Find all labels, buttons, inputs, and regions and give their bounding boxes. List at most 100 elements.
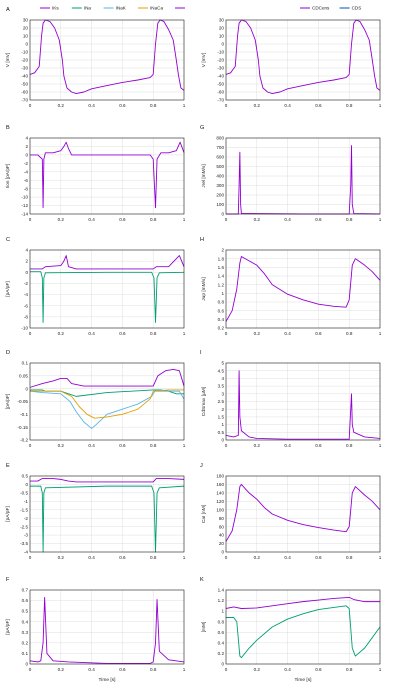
y-tick-label: 10	[23, 34, 29, 39]
x-tick-label: 0.8	[150, 443, 157, 448]
y-tick-label: -60	[217, 90, 224, 95]
y-tick-label: 0.05	[19, 373, 28, 378]
x-tick-label: 1	[183, 103, 186, 108]
legend-label: INa	[84, 6, 92, 11]
y-tick-label: -20	[217, 58, 224, 63]
x-axis-label: Time [s]	[99, 677, 116, 683]
y-tick-label: 1.5	[218, 415, 225, 420]
x-tick-label: 0.8	[150, 555, 157, 560]
series-line-1	[225, 256, 381, 322]
y-tick-label: 2	[221, 407, 224, 412]
x-tick-label: 0.8	[346, 555, 353, 560]
panel-i: 0 0.5 1 1.5 2 2.5 3 3.5 4 4.5 5 0 0.2 0.4 0.6 0.8 1 CdSma…	[200, 350, 382, 448]
y-tick-label: 700	[216, 145, 224, 150]
y-tick-label: 0.2	[218, 326, 225, 331]
x-tick-label: 0.4	[88, 103, 95, 108]
x-tick-label: 1	[379, 443, 382, 448]
y-tick-label: -1	[24, 499, 29, 504]
y-tick-label: 40	[219, 533, 225, 538]
legend: IKs INa INaK INaCa CDCens CDS	[40, 6, 361, 11]
plot-frame	[29, 137, 185, 215]
y-tick-label: -2	[24, 161, 29, 166]
y-tick-label: 0	[25, 270, 28, 275]
x-tick-label: 0.4	[284, 443, 291, 448]
y-tick-label: 120	[216, 499, 224, 504]
y-tick-label: 100	[216, 507, 224, 512]
legend-label: CDS	[352, 6, 362, 11]
series-line-4	[30, 389, 184, 419]
x-tick-label: 0.4	[284, 217, 291, 222]
series-line-1	[29, 596, 185, 664]
x-tick-label: 1	[379, 667, 382, 672]
panel-letter: D	[6, 350, 10, 356]
plot-frame	[225, 475, 381, 553]
x-tick-label: 0.2	[58, 443, 65, 448]
y-tick-label: 0.1	[22, 651, 29, 656]
x-tick-label: 1	[379, 103, 382, 108]
x-tick-label: 1	[183, 555, 186, 560]
series-line-1	[30, 478, 185, 483]
y-tick-label: -0.1	[20, 412, 28, 417]
y-tick-label: -1.5	[20, 507, 28, 512]
x-tick-label: 0.8	[346, 443, 353, 448]
y-tick-label: 1.6	[218, 265, 225, 270]
x-tick-label: 0.4	[88, 331, 95, 336]
panel-letter: C	[6, 237, 10, 243]
y-tick-label: 600	[216, 155, 224, 160]
y-tick-label: 20	[23, 26, 29, 31]
y-tick-label: 30	[219, 18, 225, 23]
x-tick-label: 0.2	[254, 555, 261, 560]
y-tick-label: 100	[216, 202, 224, 207]
y-axis-label: [pA/pF]	[5, 281, 11, 296]
x-tick-label: 1	[379, 331, 382, 336]
y-tick-label: 0	[221, 212, 224, 217]
panel-letter: A	[6, 7, 10, 13]
y-axis-label: [pA/pF]	[5, 394, 11, 409]
plot-frame	[225, 137, 381, 215]
x-tick-label: 0.8	[346, 103, 353, 108]
x-tick-label: 0.2	[254, 217, 261, 222]
y-tick-label: 500	[216, 164, 224, 169]
y-axis-label: [pA/pF]	[5, 619, 11, 634]
x-tick-label: 0.4	[284, 667, 291, 672]
y-tick-label: -40	[21, 74, 28, 79]
plot-frame	[225, 589, 381, 665]
y-tick-label: -40	[217, 74, 224, 79]
x-tick-label: 0.8	[346, 217, 353, 222]
y-tick-label: -10	[21, 50, 28, 55]
y-tick-label: -2.5	[20, 524, 28, 529]
x-tick-label: 0.6	[315, 555, 322, 560]
x-tick-label: 0.8	[150, 217, 157, 222]
y-axis-label: CaI [nM]	[201, 505, 207, 523]
x-tick-label: 0	[225, 443, 228, 448]
y-tick-label: 1	[221, 291, 224, 296]
y-tick-label: 10	[219, 34, 225, 39]
x-tick-label: 0.6	[119, 443, 126, 448]
x-tick-label: 0	[225, 331, 228, 336]
y-axis-label: Jup [mM/s]	[201, 277, 207, 300]
y-tick-label: 300	[216, 183, 224, 188]
x-tick-label: 0.4	[284, 555, 291, 560]
y-axis-label: Iion [pA/pF]	[5, 164, 11, 189]
y-tick-label: 0.6	[218, 308, 225, 313]
y-tick-label: 5	[221, 361, 224, 366]
y-tick-label: 0.1	[22, 361, 29, 366]
series-line-2	[30, 271, 185, 323]
y-tick-label: 0.6	[218, 630, 225, 635]
y-axis-label: CdSmax [µM]	[201, 387, 207, 416]
y-tick-label: -8	[24, 314, 29, 319]
y-tick-label: 1	[221, 609, 224, 614]
y-tick-label: 0	[221, 662, 224, 667]
y-tick-label: 0.7	[22, 588, 29, 593]
panel-k: 0 0.2 0.4 0.6 0.8 1 1.2 1.4 0 0.2 0.4 0.6 0.8 1 [mM] Ti…	[200, 577, 382, 683]
y-tick-label: 0.3	[22, 630, 29, 635]
y-tick-label: -0.15	[18, 425, 29, 430]
y-tick-label: -10	[21, 195, 28, 200]
x-tick-label: 0.8	[346, 331, 353, 336]
plot-frame	[29, 475, 185, 553]
x-tick-label: 0	[29, 443, 32, 448]
y-tick-label: 1	[221, 422, 224, 427]
panel-j: 0 20 40 60 80 100 120 140 160 180 0 0.2 0.4 0.6 0.8 1 Ca…	[200, 463, 382, 560]
series-line-1	[30, 255, 185, 270]
